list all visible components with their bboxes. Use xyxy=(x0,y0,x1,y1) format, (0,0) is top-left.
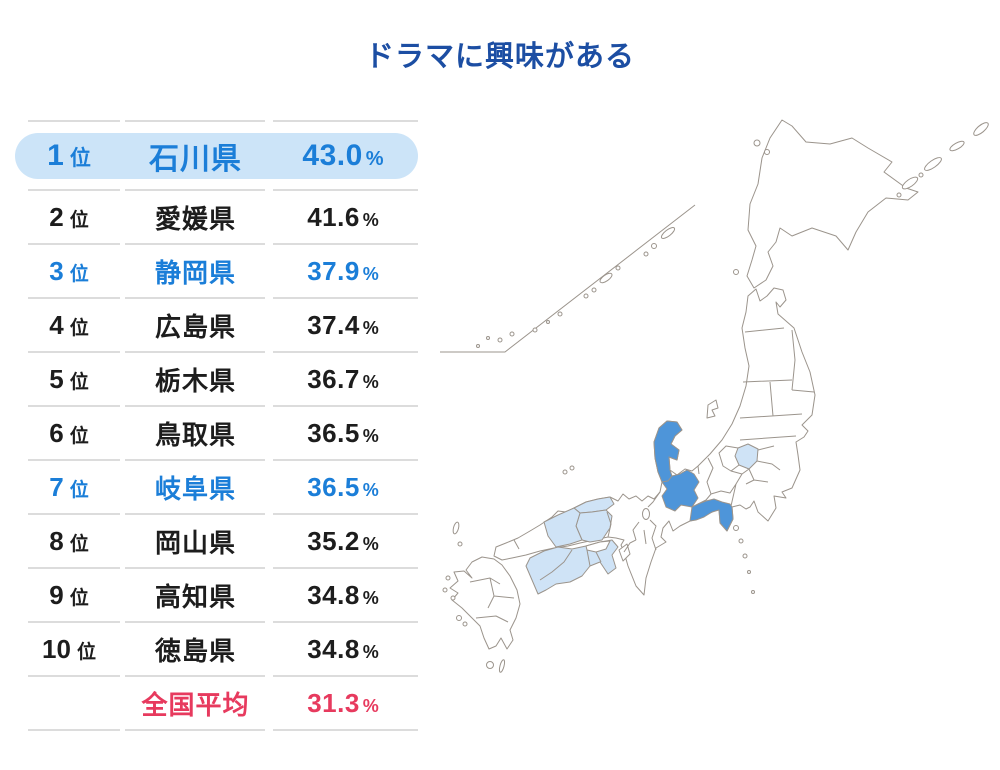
rank-cell xyxy=(15,688,123,719)
oki-islands xyxy=(562,465,575,475)
value-cell: 31.3% xyxy=(307,687,379,718)
value-cell: 34.8% xyxy=(307,579,379,610)
row-separator xyxy=(15,405,418,407)
row-separator xyxy=(15,120,418,122)
honshu-prefecture-borders xyxy=(513,327,815,553)
row-separator xyxy=(15,297,418,299)
okinawa-inset-line xyxy=(440,204,696,353)
japan-map xyxy=(440,100,1000,760)
awaji-island xyxy=(618,543,631,562)
prefecture-cell: 愛媛県 xyxy=(154,203,236,234)
page-title: ドラマに興味がある xyxy=(364,41,635,73)
kyushu-prefecture-borders xyxy=(469,577,515,623)
row-separator xyxy=(15,513,418,515)
value-cell: 37.9% xyxy=(307,255,379,286)
kuril-islands xyxy=(896,122,989,198)
rishiri-rebun-okushiri-islands xyxy=(733,139,770,275)
row-separator xyxy=(15,189,418,191)
prefecture-cell: 静岡県 xyxy=(154,257,236,288)
island-hokkaido xyxy=(746,119,919,289)
row-separator xyxy=(15,675,418,677)
value-cell: 36.5% xyxy=(307,471,379,502)
value-cell: 37.4% xyxy=(307,309,379,340)
island-kyushu xyxy=(449,556,521,650)
row-separator xyxy=(15,567,418,569)
prefecture-cell: 岐阜県 xyxy=(154,473,236,504)
value-cell: 41.6% xyxy=(307,201,379,232)
value-cell: 43.0% xyxy=(302,138,384,172)
row-separator xyxy=(15,351,418,353)
prefecture-ehime-kochi-tokushima xyxy=(525,539,619,595)
lake-biwa xyxy=(642,508,650,520)
prefecture-cell: 高知県 xyxy=(154,581,236,612)
table-row-national-average: 全国平均 31.3% xyxy=(15,677,418,729)
prefecture-gifu xyxy=(661,469,700,512)
row-separator xyxy=(15,243,418,245)
prefecture-cell: 石川県 xyxy=(149,142,242,176)
value-cell: 36.7% xyxy=(307,363,379,394)
value-cell: 36.5% xyxy=(307,417,379,448)
value-cell: 35.2% xyxy=(307,525,379,556)
kyushu-small-islands xyxy=(442,521,506,673)
prefecture-cell: 鳥取県 xyxy=(154,419,236,450)
value-cell: 34.8% xyxy=(307,633,379,664)
rank-cell: 10 位 xyxy=(42,633,96,664)
sado-island xyxy=(706,399,719,419)
okinawa-islands xyxy=(476,227,676,348)
prefecture-ishikawa xyxy=(653,420,683,483)
prefecture-cell: 栃木県 xyxy=(154,365,236,396)
row-separator xyxy=(15,459,418,461)
prefecture-cell: 全国平均 xyxy=(141,689,250,720)
izu-islands xyxy=(733,525,755,594)
prefecture-tochigi xyxy=(734,443,759,470)
row-separator xyxy=(15,729,418,731)
shikoku-prefecture-borders xyxy=(539,549,602,581)
prefecture-cell: 徳島県 xyxy=(154,635,236,666)
prefecture-cell: 広島県 xyxy=(154,311,236,342)
prefecture-cell: 岡山県 xyxy=(154,527,236,558)
prefecture-hiroshima xyxy=(543,507,583,548)
table-row-rank10: 10 位 徳島県 34.8% xyxy=(15,623,418,675)
row-separator xyxy=(15,621,418,623)
